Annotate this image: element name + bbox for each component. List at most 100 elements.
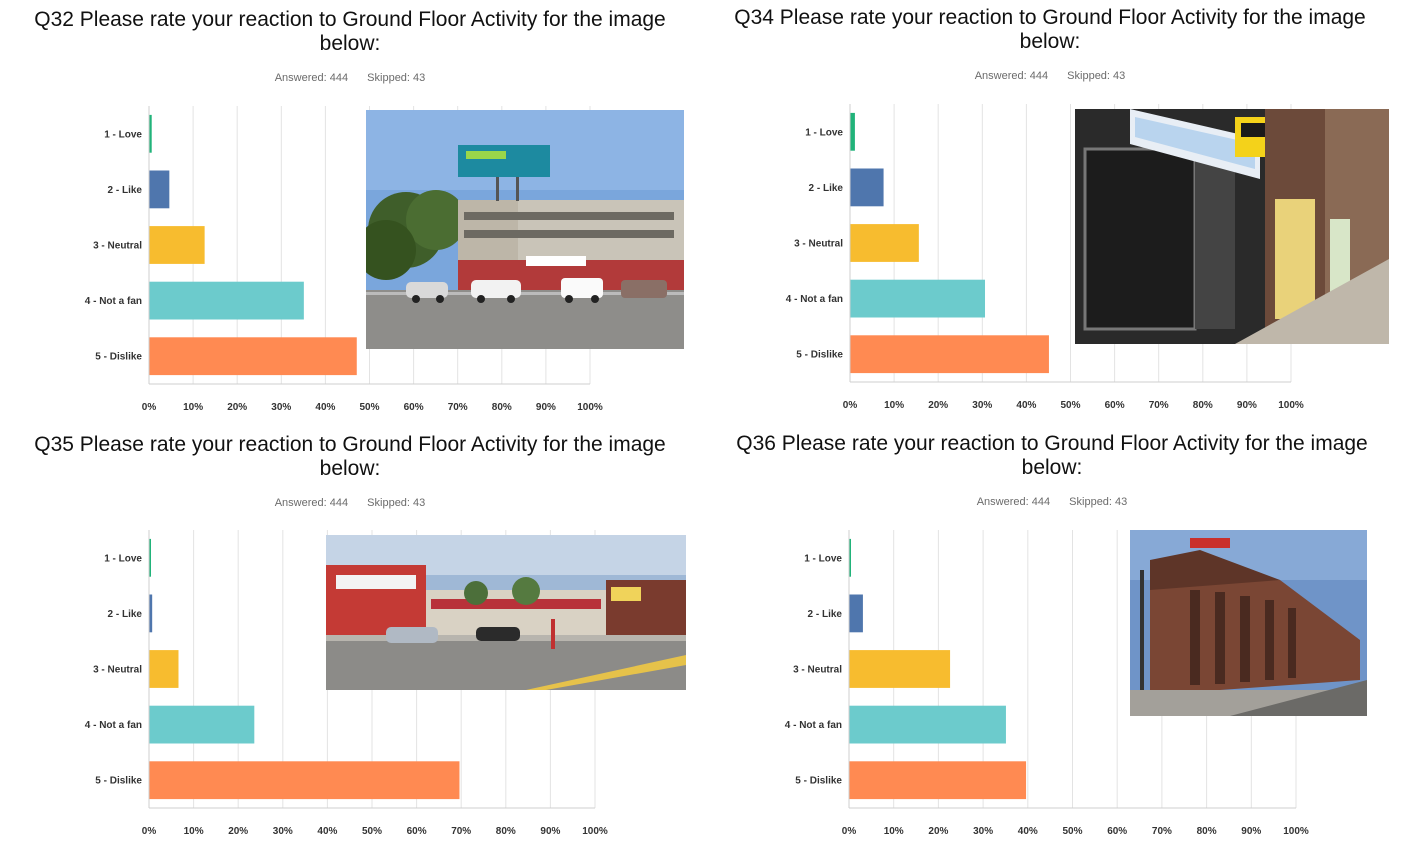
x-tick-label: 90% [1237,400,1257,411]
category-label: 4 - Not a fan [85,720,142,731]
bar-2 [850,168,884,207]
bar-1 [849,538,851,577]
chart-panel-q32: Q32 Please rate your reaction to Ground … [0,8,700,428]
question-title-line2: below: [1019,30,1081,53]
response-counts: Answered: 444 Skipped: 43 [0,497,700,509]
x-tick-label: 40% [1018,826,1038,837]
question-title-line2: below: [319,32,381,55]
x-tick-label: 0% [142,402,157,413]
bar-chart: 0% 10% 20% 30% 40% 50% 60% 70% 80% 90% 100% 1 - Lov… [786,104,1304,411]
street-photo [1075,109,1389,344]
x-tick-label: 90% [1241,826,1261,837]
answered-count: Answered: 444 [974,70,1049,82]
skipped-count: Skipped: 43 [367,72,426,84]
bar-4 [149,705,255,744]
bar-2 [849,594,863,633]
x-tick-label: 30% [973,826,993,837]
x-tick-label: 30% [271,402,291,413]
bar-3 [149,226,205,264]
question-title-line2: below: [319,457,381,480]
x-tick-label: 70% [451,826,471,837]
bar-1 [149,538,151,577]
street-photo [326,535,686,690]
x-tick-label: 70% [1149,400,1169,411]
category-label: 5 - Dislike [796,350,843,361]
bar-5 [149,337,357,376]
x-tick-label: 40% [1016,400,1036,411]
x-tick-label: 80% [1193,400,1213,411]
answered-count: Answered: 444 [274,497,349,509]
category-label: 4 - Not a fan [85,296,142,307]
bar-5 [149,761,460,800]
x-tick-label: 10% [884,826,904,837]
question-title-line2: below: [1021,456,1083,479]
x-tick-label: 20% [928,400,948,411]
bar-4 [149,281,304,320]
skipped-count: Skipped: 43 [1069,496,1128,508]
bar-4 [849,705,1006,744]
bar-5 [849,761,1027,800]
bar-5 [850,335,1049,374]
response-counts: Answered: 444 Skipped: 43 [0,72,700,84]
answered-count: Answered: 444 [976,496,1051,508]
bar-3 [149,650,179,688]
category-label: 2 - Like [108,609,143,620]
x-tick-label: 0% [843,400,858,411]
bar-4 [850,279,986,318]
category-label: 5 - Dislike [795,776,842,787]
x-tick-label: 40% [317,826,337,837]
category-label: 5 - Dislike [95,352,142,363]
chart-panel-q35: Q35 Please rate your reaction to Ground … [0,433,700,853]
category-label: 1 - Love [104,553,142,564]
x-tick-label: 100% [582,826,608,837]
question-title-line1: Q35 Please rate your reaction to Ground … [34,433,666,456]
bar-1 [149,114,152,153]
bar-chart: 0% 10% 20% 30% 40% 50% 60% 70% 80% 90% 100% 1 - Lov… [785,530,1309,837]
category-label: 1 - Love [804,553,842,564]
bar-3 [849,650,951,688]
x-tick-label: 60% [1105,400,1125,411]
chart-panel-q34: Q34 Please rate your reaction to Ground … [700,6,1400,426]
x-tick-label: 100% [1278,400,1304,411]
category-label: 2 - Like [809,183,844,194]
answered-count: Answered: 444 [274,72,349,84]
chart-panel-q36: Q36 Please rate your reaction to Ground … [702,432,1402,852]
x-tick-label: 60% [1107,826,1127,837]
x-tick-label: 0% [842,826,857,837]
x-tick-label: 70% [1152,826,1172,837]
response-counts: Answered: 444 Skipped: 43 [702,496,1402,508]
category-label: 1 - Love [104,129,142,140]
category-label: 4 - Not a fan [785,720,842,731]
skipped-count: Skipped: 43 [367,497,426,509]
x-tick-label: 10% [184,826,204,837]
bar-1 [850,112,855,151]
category-label: 4 - Not a fan [786,294,843,305]
category-label: 3 - Neutral [93,665,142,676]
question-title: Q34 Please rate your reaction to Ground … [700,6,1400,54]
street-photo [1130,530,1367,716]
question-title: Q36 Please rate your reaction to Ground … [702,432,1402,480]
bar-3 [850,224,919,262]
x-tick-label: 10% [884,400,904,411]
x-tick-label: 80% [496,826,516,837]
response-counts: Answered: 444 Skipped: 43 [700,70,1400,82]
category-label: 3 - Neutral [793,665,842,676]
x-tick-label: 90% [540,826,560,837]
x-tick-label: 50% [1062,826,1082,837]
category-label: 3 - Neutral [93,241,142,252]
x-tick-label: 50% [359,402,379,413]
x-tick-label: 50% [1060,400,1080,411]
street-photo [366,110,684,349]
question-title: Q32 Please rate your reaction to Ground … [0,8,700,56]
x-tick-label: 100% [577,402,603,413]
skipped-count: Skipped: 43 [1067,70,1126,82]
x-tick-label: 50% [362,826,382,837]
x-tick-label: 30% [972,400,992,411]
x-tick-label: 80% [492,402,512,413]
x-tick-label: 100% [1283,826,1309,837]
bar-chart: 0% 10% 20% 30% 40% 50% 60% 70% 80% 90% 100% 1 - Lov… [85,530,608,837]
bar-2 [149,170,170,209]
x-tick-label: 60% [407,826,427,837]
x-tick-label: 0% [142,826,157,837]
bar-2 [149,594,153,633]
